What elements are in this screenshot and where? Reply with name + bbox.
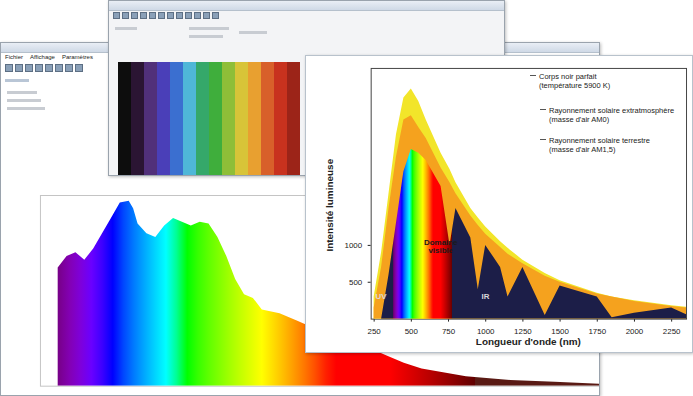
svg-text:1500: 1500: [551, 327, 569, 336]
svg-text:IR: IR: [482, 292, 490, 301]
html-text:Paramètres: Paramètres: [61, 54, 93, 60]
html-text:(température 5900 K): (température 5900 K): [539, 81, 611, 90]
svg-text:Longueur d'onde (nm): Longueur d'onde (nm): [476, 336, 581, 347]
svg-text:250: 250: [368, 327, 382, 336]
svg-text:Intensité lumineuse: Intensité lumineuse: [324, 158, 335, 251]
html-text:Fichier: Fichier: [5, 54, 23, 60]
html-text:(masse d'air AM0): (masse d'air AM0): [549, 115, 610, 124]
svg-text:1250: 1250: [514, 327, 532, 336]
svg-text:1750: 1750: [588, 327, 606, 336]
html-text:Corps noir parfait: Corps noir parfait: [539, 72, 597, 81]
svg-text:750: 750: [442, 327, 456, 336]
html-text:(masse d'air AM1,5): (masse d'air AM1,5): [549, 145, 616, 154]
svg-text:500: 500: [349, 278, 363, 287]
svg-text:1000: 1000: [345, 241, 363, 250]
html-text:Rayonnement solaire extratmosp: Rayonnement solaire extratmosphère: [549, 106, 675, 115]
svg-text:1000: 1000: [477, 327, 495, 336]
svg-text:Domainevisible: Domainevisible: [424, 238, 458, 255]
html-text:Affichage: Affichage: [30, 54, 55, 60]
svg-text:2250: 2250: [663, 327, 681, 336]
svg-text:UV: UV: [376, 292, 388, 301]
svg-text:2000: 2000: [626, 327, 644, 336]
html-text:Rayonnement solaire terrestre: Rayonnement solaire terrestre: [549, 136, 650, 145]
svg-text:500: 500: [405, 327, 419, 336]
